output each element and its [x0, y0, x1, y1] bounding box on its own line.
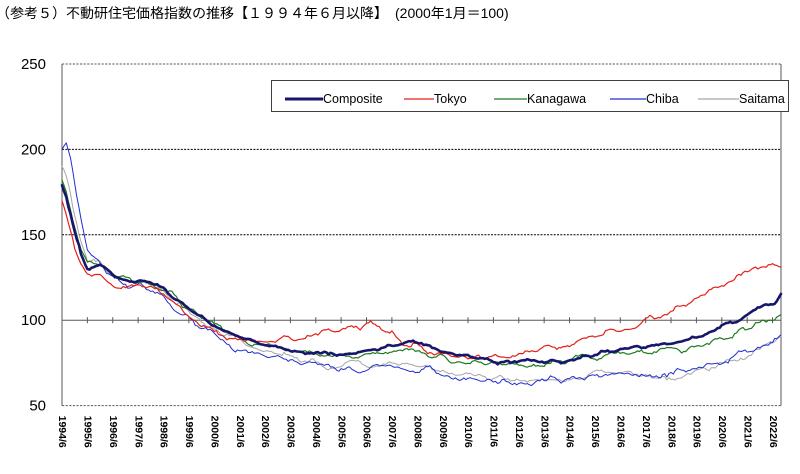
svg-text:2015/6: 2015/6	[589, 416, 601, 448]
svg-text:1995/6: 1995/6	[82, 416, 94, 448]
svg-text:2000/6: 2000/6	[208, 416, 220, 448]
svg-text:2017/6: 2017/6	[640, 416, 652, 448]
svg-text:2014/6: 2014/6	[564, 416, 576, 448]
svg-text:2010/6: 2010/6	[462, 416, 474, 448]
svg-text:2003/6: 2003/6	[285, 416, 297, 448]
svg-text:2020/6: 2020/6	[716, 416, 728, 448]
svg-text:50: 50	[29, 398, 46, 415]
svg-text:2013/6: 2013/6	[538, 416, 550, 448]
svg-text:100: 100	[21, 312, 46, 329]
svg-text:1994/6: 1994/6	[56, 416, 68, 448]
svg-text:1998/6: 1998/6	[158, 416, 170, 448]
svg-text:1996/6: 1996/6	[107, 416, 119, 448]
svg-text:2008/6: 2008/6	[411, 416, 423, 448]
svg-text:2006/6: 2006/6	[361, 416, 373, 448]
svg-text:1999/6: 1999/6	[183, 416, 195, 448]
svg-text:150: 150	[21, 227, 46, 244]
svg-text:1997/6: 1997/6	[132, 416, 144, 448]
svg-text:2011/6: 2011/6	[488, 416, 500, 448]
svg-text:2005/6: 2005/6	[335, 416, 347, 448]
svg-text:2001/6: 2001/6	[234, 416, 246, 448]
svg-text:2016/6: 2016/6	[614, 416, 626, 448]
svg-text:250: 250	[21, 56, 46, 73]
svg-text:2021/6: 2021/6	[741, 416, 753, 448]
svg-text:200: 200	[21, 141, 46, 158]
svg-text:2004/6: 2004/6	[310, 416, 322, 448]
svg-text:2009/6: 2009/6	[437, 416, 449, 448]
svg-text:2012/6: 2012/6	[513, 416, 525, 448]
svg-text:2002/6: 2002/6	[259, 416, 271, 448]
svg-text:2018/6: 2018/6	[665, 416, 677, 448]
svg-text:2007/6: 2007/6	[386, 416, 398, 448]
svg-text:2019/6: 2019/6	[691, 416, 703, 448]
svg-text:2022/6: 2022/6	[767, 416, 779, 448]
